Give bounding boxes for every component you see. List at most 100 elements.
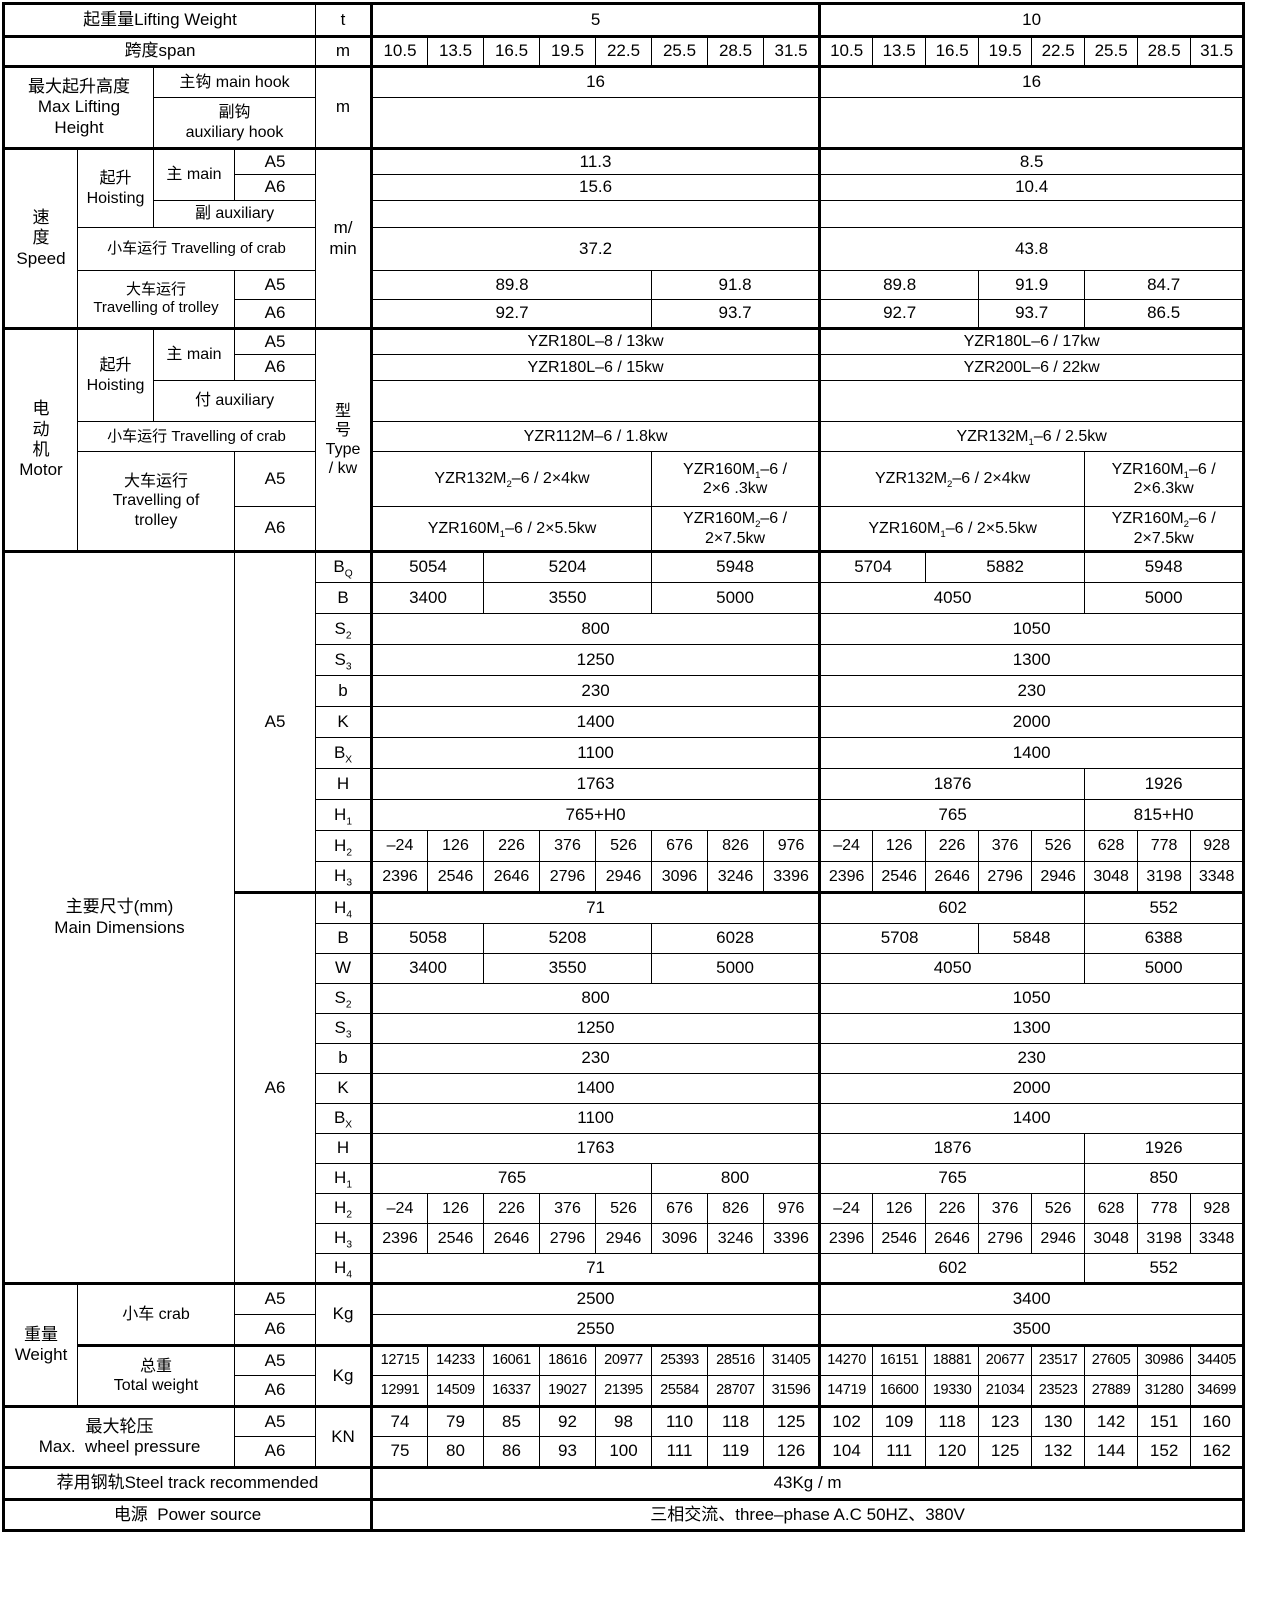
weight-total-a6-cell: 31280 [1137,1375,1192,1407]
speed-section-label: 速度 Speed [3,147,78,329]
motor-aux-row: 付 auxiliary [4,380,1245,422]
wheel-pressure-a6-cell: 144 [1084,1436,1139,1468]
dim-b2-a6-row: b 230 230 [4,1043,1245,1074]
dim-label: K [315,706,373,738]
speed-trolley-a6-cell: 92.7 [818,299,980,329]
dim-h1-row: H1 765+H0 765 815+H0 [4,799,1245,831]
dim-label: H2 [315,1193,373,1224]
dim-label: H2 [315,830,373,862]
dim-b2-cell: 230 [818,675,1245,707]
dim-h2-cell: 676 [651,830,709,862]
hoisting-label: 起升 Hoisting [77,327,154,422]
dim-h2-a6-cell: 826 [707,1193,765,1224]
dim-h2-a6-cell: 126 [427,1193,485,1224]
dim-h2-a6-cell: 226 [925,1193,980,1224]
motor-trolley-a5-cell: YZR132M2–6 / 2×4kw [818,451,1086,507]
dim-h3-a6-cell: 2946 [595,1223,653,1254]
wheel-pressure-a5-cell: 125 [763,1405,821,1437]
dim-s3-cell: 1300 [818,644,1245,676]
trolley-travel-label: 大车运行 Travelling of trolley [77,451,235,552]
speed-trolley-a6-cell: 92.7 [370,299,653,329]
speed-main-a5-row: 速度 Speed 起升 Hoisting 主 main A5 m/min 11.3 8.5 [3,147,1245,329]
dim-b-cell: 5000 [1084,582,1245,614]
main-dimensions-label: 主要尺寸(mm) Main Dimensions [3,550,235,1284]
wheel-pressure-a6-cell: 119 [707,1436,765,1468]
speed-crab-row: 小车运行 Travelling of crab 37.2 43.8 [4,227,1245,271]
wheel-pressure-a5-cell: 110 [651,1405,709,1437]
wheel-pressure-a6-row: A6 75 80 86 93 100 111 119 126 104 111 120 125 132 144… [4,1436,1245,1468]
weight-total-a6-cell: 23523 [1031,1375,1086,1407]
dim-h3-a6-cell: 3396 [763,1223,821,1254]
span-label: 跨度span [2,35,317,67]
unit-t: t [315,3,373,37]
motor-trolley-a5-row: 大车运行 Travelling of trolley A5 YZR132M2–6 / 2… [4,451,1245,552]
dim-h1-cell: 765 [818,799,1086,831]
dim-h1-cell: 765+H0 [370,799,821,831]
span-cell: 22.5 [595,35,653,67]
dim-h2-a6-cell: –24 [370,1193,429,1224]
aux-label: 副 auxiliary [152,200,317,228]
motor-trolley-a6-cell: YZR160M2–6 /2×7.5kw [1084,506,1245,552]
dim-w-a6-cell: 5000 [1084,953,1245,984]
dim-h1-a6-row: H1 765 800 765 850 [4,1163,1245,1194]
wheel-pressure-a5-cell: 151 [1137,1405,1192,1437]
wheel-pressure-a6-cell: 125 [978,1436,1033,1468]
crab-travel-label: 小车运行 Travelling of crab [76,421,317,452]
motor-main-a6-row: A6 YZR180L–6 / 15kw YZR200L–6 / 22kw [4,354,1245,381]
weight-total-a5-cell: 30986 [1137,1344,1192,1376]
wheel-pressure-a5-cell: 79 [427,1405,485,1437]
dim-label: S3 [315,1013,373,1044]
weight-total-a5-cell: 16061 [483,1344,541,1376]
wheel-pressure-a6-cell: 86 [483,1436,541,1468]
dim-h2-a6-cell: –24 [818,1193,874,1224]
dim-h2-cell: 628 [1084,830,1139,862]
capacity-5: 5 [370,3,821,37]
wheel-pressure-a5-cell: 130 [1031,1405,1086,1437]
dim-k-a6-cell: 2000 [818,1073,1245,1104]
wheel-pressure-a5-cell: 85 [483,1405,541,1437]
wheel-pressure-a5-cell: 109 [872,1405,927,1437]
motor-aux-cell [818,380,1245,422]
dim-h3-cell: 2646 [925,861,980,893]
aux-hook-label: 副钩 auxiliary hook [152,97,317,149]
weight-total-a6-cell: 21034 [978,1375,1033,1407]
dim-s3-a6-row: S3 1250 1300 [4,1013,1245,1044]
dim-h2-a6-cell: 628 [1084,1193,1139,1224]
speed-trolley-a6-row: A6 92.7 93.7 92.7 93.7 86.5 [4,299,1245,329]
dim-h2-a6-cell: 126 [872,1193,927,1224]
speed-main-a6-row: A6 15.6 10.4 [4,174,1245,201]
dim-s2-a6-row: S2 800 1050 [4,983,1245,1014]
dim-h3-a6-cell: 2796 [539,1223,597,1254]
max-lifting-height-label: 最大起升高度 Max Lifting Height [3,65,154,149]
weight-total-a6-cell: 31596 [763,1375,821,1407]
weight-total-a6-cell: 16337 [483,1375,541,1407]
speed-main-a6-cell: 10.4 [818,174,1245,201]
dim-b-cell: 4050 [818,582,1086,614]
dim-w-a6-cell: 3400 [370,953,485,984]
weight-total-a6-row: A6 12991 14509 16337 19027 21395 25584 28707 315… [4,1375,1245,1407]
speed-main-a5-cell: 8.5 [818,147,1245,175]
weight-crab-a5-cell: 2500 [370,1282,821,1315]
dim-h1-a6-cell: 765 [818,1163,1086,1194]
dim-label: W [315,953,373,984]
dim-h2-cell: –24 [370,830,429,862]
speed-trolley-a5-row: 大车运行 Travelling of trolley A5 89.8 91.8 89.8 9… [4,270,1245,329]
dim-h2-cell: 778 [1137,830,1192,862]
dim-bq-cell: 5882 [925,550,1086,583]
motor-crab-cell: YZR112M–6 / 1.8kw [370,421,821,452]
dim-label: B [315,923,373,954]
wheel-pressure-a5-cell: 118 [707,1405,765,1437]
crab-travel-label: 小车运行 Travelling of crab [76,227,317,271]
motor-trolley-a6-cell: YZR160M1–6 / 2×5.5kw [370,506,653,552]
dim-bx-cell: 1400 [818,737,1245,769]
dim-bq-cell: 5054 [370,550,485,583]
dim-k-a6-row: K 1400 2000 [4,1073,1245,1104]
span-cell: 31.5 [1190,35,1245,67]
grade-a5: A5 [233,1405,317,1437]
dim-h2-a6-cell: 376 [539,1193,597,1224]
dim-s2-row: S2 800 1050 [4,613,1245,645]
dim-bx-a6-cell: 1100 [370,1103,821,1134]
wheel-pressure-a6-cell: 75 [370,1436,429,1468]
main-label: 主 main [153,327,235,381]
